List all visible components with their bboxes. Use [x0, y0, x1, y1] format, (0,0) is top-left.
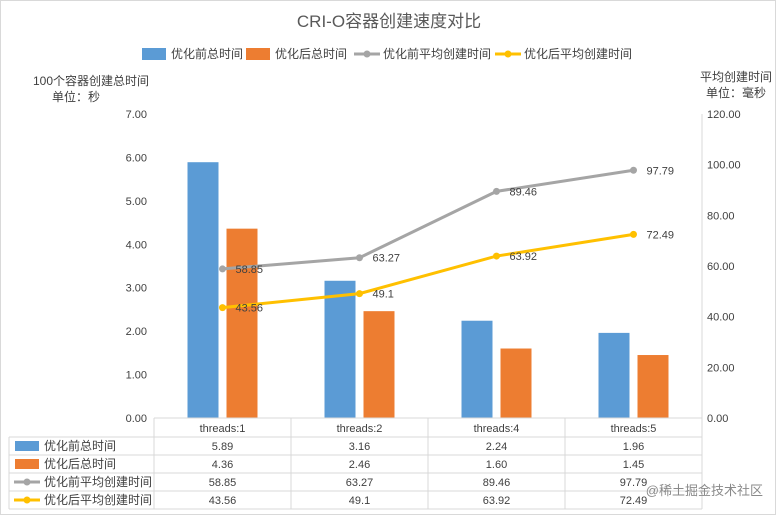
right-tick-label: 0.00 [707, 413, 728, 425]
legend: 优化前总时间 优化后总时间 优化前平均创建时间 优化后平均创建时间 [142, 46, 632, 61]
table-cell: 1.96 [623, 441, 644, 453]
legend-label: 优化后总时间 [275, 47, 347, 61]
line-data-label: 97.79 [647, 165, 675, 177]
right-tick-label: 40.00 [707, 312, 735, 324]
right-tick-label: 60.00 [707, 261, 735, 273]
bar-before-2 [324, 280, 356, 418]
table-row-header: 优化后总时间 [44, 457, 116, 471]
left-tick-label: 1.00 [126, 370, 147, 382]
line-point-before-1 [219, 265, 226, 273]
table-cell: 49.1 [349, 495, 370, 507]
legend-marker [504, 50, 512, 58]
left-axis-title-line2: 单位：秒 [52, 89, 100, 104]
left-tick-label: 3.00 [126, 283, 147, 295]
table-cell: 63.27 [346, 477, 374, 489]
left-tick-label: 6.00 [126, 152, 147, 164]
left-tick-label: 7.00 [126, 109, 147, 121]
table-cell: 2.24 [486, 441, 507, 453]
left-axis-title-line1: 100个容器创建总时间 [33, 73, 149, 88]
table-row-header: 优化后平均创建时间 [44, 493, 152, 507]
legend-swatch [142, 48, 166, 60]
legend-label: 优化前总时间 [171, 46, 243, 61]
line-point-before-4 [630, 166, 637, 174]
line-point-after-4 [630, 230, 637, 238]
bar-after-1 [226, 228, 258, 418]
bar-after-4 [637, 355, 669, 418]
bar-before-4 [598, 332, 630, 418]
bar-before-3 [461, 320, 493, 418]
data-table: threads:1 threads:2 threads:4 threads:5 优化前总… [8, 417, 703, 510]
table-key-swatch [15, 459, 39, 469]
left-tick-label: 0.00 [126, 413, 147, 425]
right-axis-title-line2: 单位：毫秒 [706, 85, 766, 100]
right-tick-label: 80.00 [707, 210, 735, 222]
right-tick-label: 20.00 [707, 362, 735, 374]
right-tick-label: 120.00 [707, 109, 741, 121]
legend-label: 优化前平均创建时间 [383, 46, 491, 61]
legend-label: 优化后平均创建时间 [524, 47, 632, 61]
legend-swatch [246, 48, 270, 60]
right-axis-title-line1: 平均创建时间 [700, 70, 772, 84]
table-cell: 97.79 [620, 477, 648, 489]
right-tick-label: 100.00 [707, 160, 741, 172]
left-axis-ticks: 0.00 1.00 2.00 3.00 4.00 5.00 6.00 7.00 [126, 109, 147, 425]
line-series-after [222, 232, 634, 310]
category-label: threads:1 [200, 423, 246, 435]
line-data-label: 58.85 [236, 264, 264, 276]
plot-area: 58.85 63.27 89.46 97.79 43.56 49.1 63.92 72.49 [187, 114, 703, 418]
table-cell: 58.85 [209, 477, 237, 489]
left-tick-label: 2.00 [126, 326, 147, 338]
line-point-after-3 [493, 252, 500, 260]
bar-after-3 [500, 348, 532, 418]
table-cell: 4.36 [212, 459, 233, 471]
chart-title: CRI-O容器创建速度对比 [297, 12, 481, 31]
line-data-label: 63.92 [510, 251, 538, 263]
right-axis-ticks: 0.00 20.00 40.00 60.00 80.00 100.00 120.00 [707, 109, 741, 425]
table-row-header: 优化前总时间 [44, 438, 116, 453]
watermark: @稀土掘金技术社区 [646, 483, 763, 498]
category-label: threads:2 [337, 423, 383, 435]
table-cell: 5.89 [212, 441, 233, 453]
legend-marker [363, 50, 371, 58]
line-data-label: 63.27 [373, 253, 401, 265]
bar-after-2 [363, 311, 395, 418]
table-cell: 43.56 [209, 495, 237, 507]
table-cell: 89.46 [483, 477, 511, 489]
table-cell: 3.16 [349, 441, 370, 453]
left-tick-label: 5.00 [126, 196, 147, 208]
line-data-label: 49.1 [373, 289, 394, 301]
table-cell: 1.45 [623, 459, 644, 471]
line-series-before [222, 168, 634, 271]
table-cell: 1.60 [486, 459, 507, 471]
line-data-label: 43.56 [236, 303, 264, 315]
category-label: threads:4 [474, 423, 520, 435]
table-cell: 72.49 [620, 495, 648, 507]
table-key-marker [23, 496, 31, 504]
table-cell: 63.92 [483, 495, 511, 507]
table-cell: 2.46 [349, 459, 370, 471]
bar-before-1 [187, 162, 219, 418]
table-key-marker [23, 478, 31, 486]
line-point-before-2 [356, 254, 363, 262]
table-row-header: 优化前平均创建时间 [44, 474, 152, 489]
line-data-label: 72.49 [647, 229, 675, 241]
line-point-before-3 [493, 187, 500, 195]
line-data-label: 89.46 [510, 186, 538, 198]
line-point-after-1 [219, 304, 226, 312]
line-point-after-2 [356, 290, 363, 298]
left-tick-label: 4.00 [126, 239, 147, 251]
category-label: threads:5 [611, 423, 657, 435]
table-key-swatch [15, 441, 39, 451]
